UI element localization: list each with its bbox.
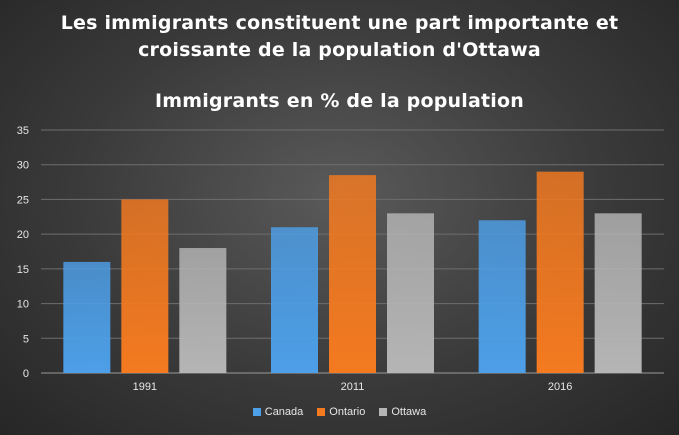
legend: Canada Ontario Ottawa (0, 406, 679, 418)
legend-item-ontario: Ontario (317, 406, 365, 418)
bar-ontario-2011 (329, 175, 376, 373)
bar-ottawa-2016 (594, 213, 642, 373)
y-tick-label-35: 35 (17, 125, 29, 137)
y-tick-label-15: 15 (17, 264, 29, 276)
chart-subtitle: Immigrants en % de la population (155, 90, 524, 112)
y-tick-label-10: 10 (17, 299, 29, 311)
y-tick-label-5: 5 (23, 333, 29, 345)
x-tick-label-2016: 2016 (548, 381, 572, 393)
legend-label-canada: Canada (264, 406, 304, 418)
legend-item-canada: Canada (252, 406, 304, 418)
y-tick-label-25: 25 (17, 194, 29, 206)
bar-ottawa-2011 (387, 213, 434, 373)
y-tick-label-0: 0 (23, 368, 29, 380)
bar-ottawa-1991 (179, 248, 227, 373)
legend-swatch-canada (252, 408, 261, 416)
bar-canada-2016 (478, 220, 526, 373)
y-tick-label-30: 30 (17, 160, 29, 172)
chart-title-line-1: Les immigrants constituent une part impo… (60, 12, 619, 34)
chart-title-line-2: croissante de la population d'Ottawa (138, 39, 541, 61)
bar-ontario-1991 (121, 199, 169, 373)
bar-canada-2011 (271, 227, 318, 373)
x-tick-label-2011: 2011 (341, 381, 365, 393)
legend-item-ottawa: Ottawa (379, 406, 426, 418)
y-tick-label-20: 20 (17, 229, 29, 241)
x-tick-label-1991: 1991 (133, 381, 157, 393)
legend-swatch-ontario (317, 408, 326, 416)
bar-canada-1991 (63, 261, 111, 373)
legend-swatch-ottawa (379, 408, 388, 416)
bar-ontario-2016 (536, 171, 584, 373)
legend-label-ontario: Ontario (329, 406, 366, 418)
legend-label-ottawa: Ottawa (391, 406, 427, 418)
